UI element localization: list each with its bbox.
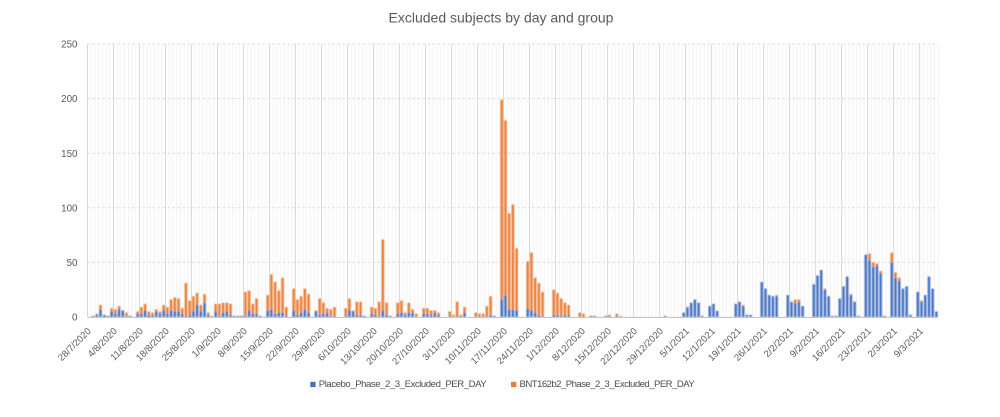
svg-text:250: 250 <box>61 40 78 51</box>
svg-text:100: 100 <box>61 203 78 214</box>
svg-text:50: 50 <box>67 258 78 269</box>
svg-text:BNT162b2_Phase_2_3_Excluded_PE: BNT162b2_Phase_2_3_Excluded_PER_DAY <box>520 379 696 390</box>
svg-text:0: 0 <box>72 313 78 324</box>
svg-text:Placebo_Phase_2_3_Excluded_PER: Placebo_Phase_2_3_Excluded_PER_DAY <box>319 379 488 390</box>
svg-text:200: 200 <box>61 94 78 105</box>
svg-text:150: 150 <box>61 149 78 160</box>
svg-text:Excluded subjects by day and g: Excluded subjects by day and group <box>389 10 614 26</box>
